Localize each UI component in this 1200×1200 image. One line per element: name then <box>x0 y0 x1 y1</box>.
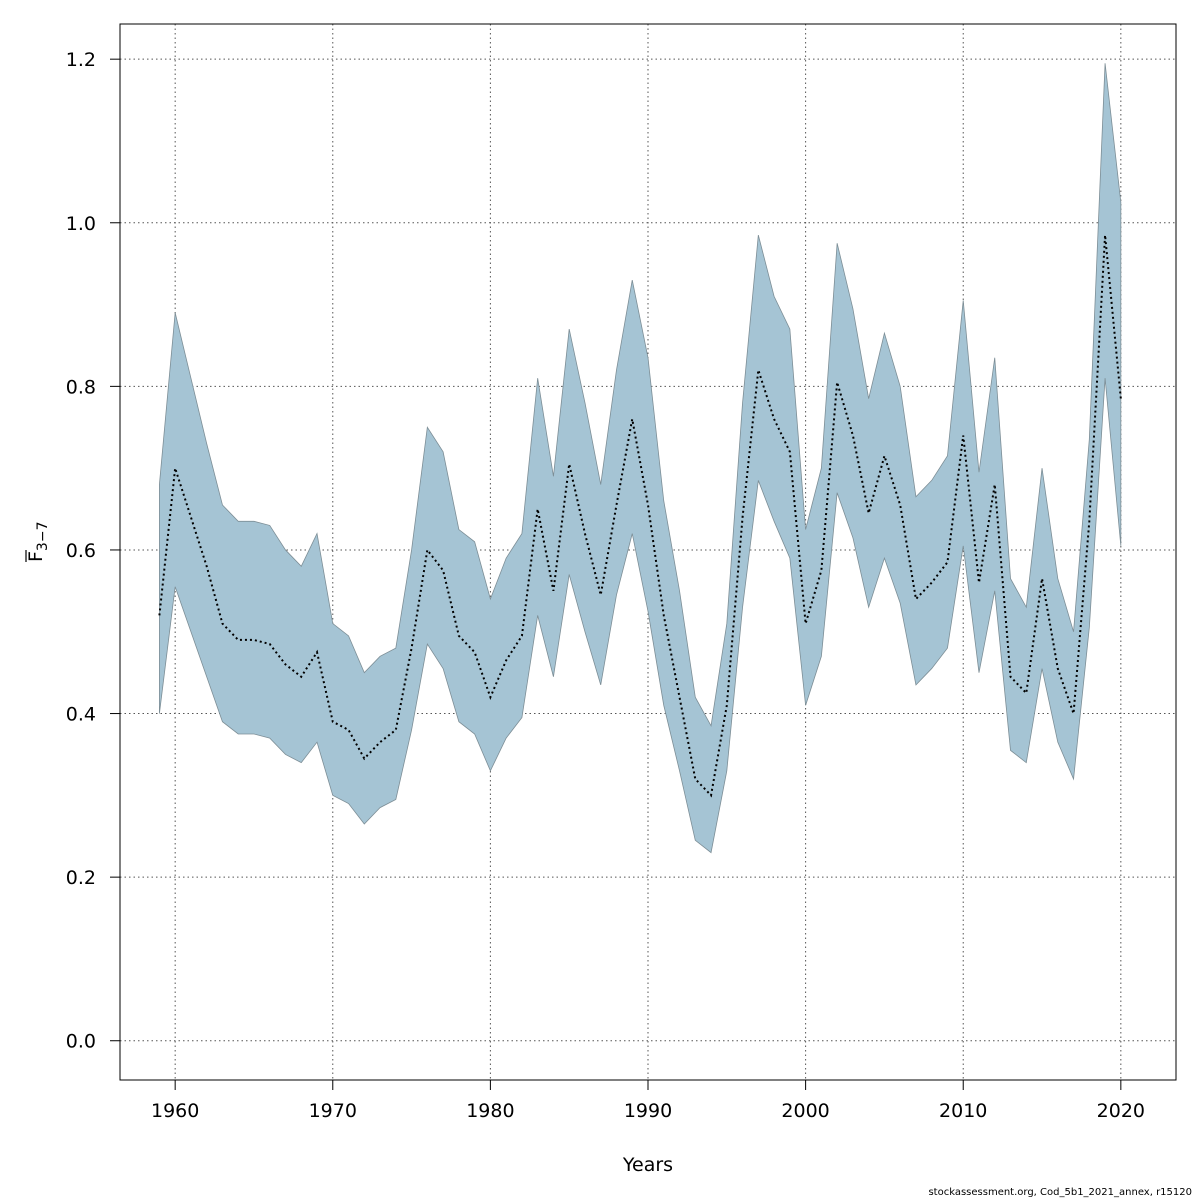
estimate-point-1973 <box>379 741 381 743</box>
y-axis-title-subscript: 3−7 <box>35 522 51 552</box>
estimate-point-1988 <box>615 504 617 506</box>
estimate-point-2000 <box>804 622 806 624</box>
estimate-point-2017 <box>1072 712 1074 714</box>
estimate-point-1985 <box>568 463 570 465</box>
estimate-point-1971 <box>347 729 349 731</box>
footer-source-note: stockassessment.org, Cod_5b1_2021_annex,… <box>928 1187 1192 1198</box>
estimate-point-1997 <box>757 369 759 371</box>
estimate-point-1968 <box>300 676 302 678</box>
x-axis-title: Years <box>622 1154 673 1176</box>
estimate-point-2002 <box>836 381 838 383</box>
estimate-point-2010 <box>962 434 964 436</box>
estimate-point-2018 <box>1088 520 1090 522</box>
y-tick-label-5: 1.0 <box>66 213 96 235</box>
estimate-point-2020 <box>1120 397 1122 399</box>
x-tick-label-1970: 1970 <box>309 1100 357 1122</box>
estimate-point-1995 <box>726 704 728 706</box>
estimate-point-2003 <box>852 434 854 436</box>
estimate-point-1996 <box>741 516 743 518</box>
axis-layer: 1960 1970 1980 1990 2000 2010 2020 0.0 0.2 0.4 0.6… <box>66 49 1145 1122</box>
x-tick-label-1960: 1960 <box>151 1100 199 1122</box>
estimate-point-1993 <box>694 778 696 780</box>
estimate-point-2006 <box>899 504 901 506</box>
estimate-point-2015 <box>1041 577 1043 579</box>
x-tick-label-2020: 2020 <box>1097 1100 1145 1122</box>
estimate-point-1977 <box>442 569 444 571</box>
line-layer <box>158 234 1122 798</box>
estimate-point-1970 <box>332 721 334 723</box>
estimate-point-2007 <box>915 598 917 600</box>
estimate-point-1982 <box>521 635 523 637</box>
estimate-point-1967 <box>284 663 286 665</box>
y-tick-label-6: 1.2 <box>66 49 96 71</box>
estimate-point-1981 <box>505 659 507 661</box>
estimate-point-2009 <box>946 561 948 563</box>
estimate-point-1966 <box>269 643 271 645</box>
estimate-point-2016 <box>1057 667 1059 669</box>
estimate-point-1978 <box>458 635 460 637</box>
y-axis-title-main: F <box>25 551 47 562</box>
estimate-point-2014 <box>1025 692 1027 694</box>
x-tick-label-1990: 1990 <box>624 1100 672 1122</box>
svg-text:F3−7: F3−7 <box>25 522 51 562</box>
estimate-point-1999 <box>789 451 791 453</box>
y-tick-label-0: 0.0 <box>66 1031 96 1053</box>
estimate-point-2019 <box>1104 234 1106 236</box>
estimate-point-1975 <box>410 647 412 649</box>
estimate-point-1964 <box>237 639 239 641</box>
estimate-point-2005 <box>883 455 885 457</box>
estimate-point-1959 <box>158 614 160 616</box>
y-tick-label-2: 0.4 <box>66 704 96 726</box>
x-tick-label-2010: 2010 <box>939 1100 987 1122</box>
x-tick-label-2000: 2000 <box>781 1100 829 1122</box>
y-tick-label-3: 0.6 <box>66 540 96 562</box>
estimate-point-1998 <box>773 418 775 420</box>
estimate-point-1987 <box>600 594 602 596</box>
estimate-point-1979 <box>473 651 475 653</box>
estimate-point-1969 <box>316 651 318 653</box>
estimate-point-2001 <box>820 569 822 571</box>
y-tick-label-1: 0.2 <box>66 867 96 889</box>
estimate-point-2012 <box>994 483 996 485</box>
estimate-point-1994 <box>710 794 712 796</box>
estimate-point-1965 <box>253 639 255 641</box>
estimate-point-1962 <box>205 565 207 567</box>
estimate-point-1989 <box>631 418 633 420</box>
estimate-point-1984 <box>552 590 554 592</box>
estimate-point-1990 <box>647 504 649 506</box>
estimate-point-1992 <box>678 696 680 698</box>
estimate-point-2008 <box>931 581 933 583</box>
estimate-point-1963 <box>221 622 223 624</box>
estimate-point-2013 <box>1009 676 1011 678</box>
estimate-point-1972 <box>363 757 365 759</box>
estimate-point-1980 <box>489 696 491 698</box>
x-tick-label-1980: 1980 <box>466 1100 514 1122</box>
estimate-point-1976 <box>426 549 428 551</box>
estimate-line <box>158 234 1122 798</box>
estimate-point-1961 <box>190 516 192 518</box>
estimate-point-1974 <box>395 729 397 731</box>
estimate-point-2004 <box>867 512 869 514</box>
estimate-point-1983 <box>536 508 538 510</box>
estimate-point-1960 <box>174 467 176 469</box>
y-axis-title: F3−7 <box>25 522 51 562</box>
estimate-point-2011 <box>978 581 980 583</box>
y-tick-label-4: 0.8 <box>66 376 96 398</box>
estimate-point-1986 <box>584 532 586 534</box>
estimate-point-1991 <box>663 614 665 616</box>
